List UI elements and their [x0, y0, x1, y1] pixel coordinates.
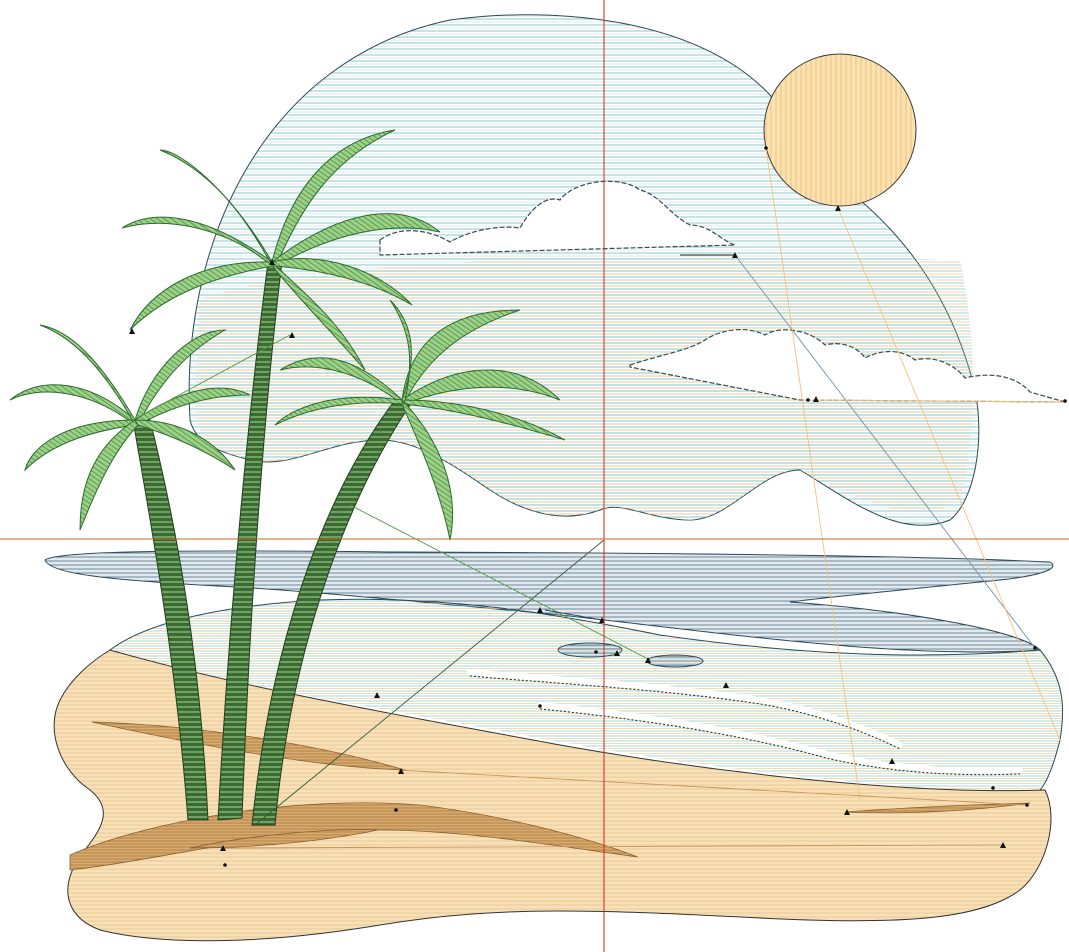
- stitch-node-marker-icon[interactable]: [129, 146, 1067, 867]
- sand-bar-shape[interactable]: [189, 829, 379, 849]
- palm-tree-icon[interactable]: [132, 261, 411, 826]
- sun-icon[interactable]: [763, 53, 917, 207]
- sea-horizon-band[interactable]: [44, 550, 1054, 653]
- palm-frond-cluster-middle[interactable]: [121, 129, 441, 371]
- cloud-icon[interactable]: [629, 329, 1066, 403]
- sand-bar-shape[interactable]: [844, 802, 1031, 814]
- stitch-travel-lines: [132, 147, 1066, 849]
- cloud-icon[interactable]: [379, 180, 736, 256]
- small-rock-shape[interactable]: [646, 654, 704, 668]
- small-rock-shape[interactable]: [557, 642, 623, 658]
- palm-frond-cluster-right[interactable]: [274, 299, 566, 541]
- sand-beach-region[interactable]: [53, 649, 1052, 942]
